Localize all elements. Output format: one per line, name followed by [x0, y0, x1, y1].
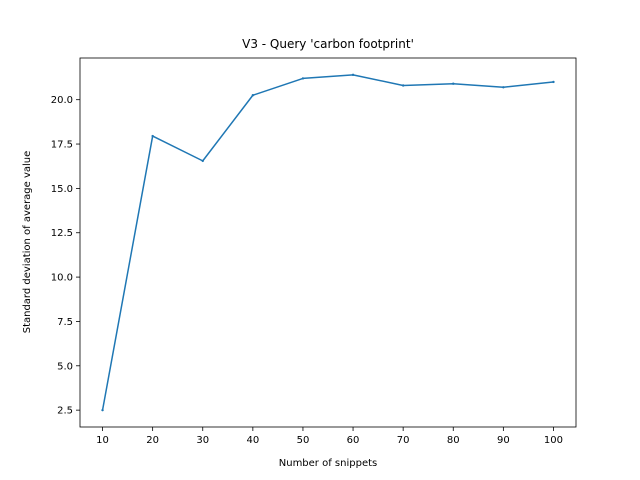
y-tick-label: 5.0	[57, 361, 73, 372]
data-point	[301, 77, 305, 80]
axis-ticks: 10 20 30 40 50 60 70 80 90 100 2.5 5.0 7.5 10.0 12.5 15…	[51, 95, 563, 446]
x-tick-label: 100	[544, 435, 563, 446]
chart-title: V3 - Query 'carbon footprint'	[242, 37, 414, 51]
data-point	[101, 408, 104, 412]
y-tick-label: 17.5	[51, 140, 73, 151]
y-tick-label: 10.0	[51, 273, 73, 284]
plot-frame	[79, 57, 577, 428]
y-tick-label: 2.5	[57, 406, 73, 417]
data-point	[452, 82, 455, 85]
series-line	[101, 74, 555, 412]
x-tick-label: 90	[497, 435, 510, 446]
y-tick-label: 12.5	[51, 228, 73, 239]
x-tick-label: 20	[146, 435, 159, 446]
x-tick-label: 70	[397, 435, 410, 446]
x-tick-label: 60	[347, 435, 360, 446]
data-point	[201, 159, 204, 163]
x-tick-label: 30	[196, 435, 209, 446]
data-point	[502, 86, 505, 89]
data-point	[351, 73, 355, 77]
x-tick-label: 80	[447, 435, 460, 446]
x-tick-label: 40	[246, 435, 259, 446]
data-point	[251, 94, 255, 97]
y-tick-label: 20.0	[51, 95, 73, 106]
x-tick-label: 10	[96, 435, 109, 446]
y-axis-label: Standard deviation of average value	[22, 151, 33, 334]
y-tick-label: 7.5	[57, 317, 73, 328]
data-points	[101, 73, 555, 412]
x-tick-label: 50	[297, 435, 310, 446]
data-point	[401, 84, 405, 87]
x-axis-label: Number of snippets	[279, 458, 377, 469]
data-point	[151, 134, 154, 138]
y-tick-label: 15.0	[51, 184, 73, 195]
data-point	[552, 80, 555, 84]
